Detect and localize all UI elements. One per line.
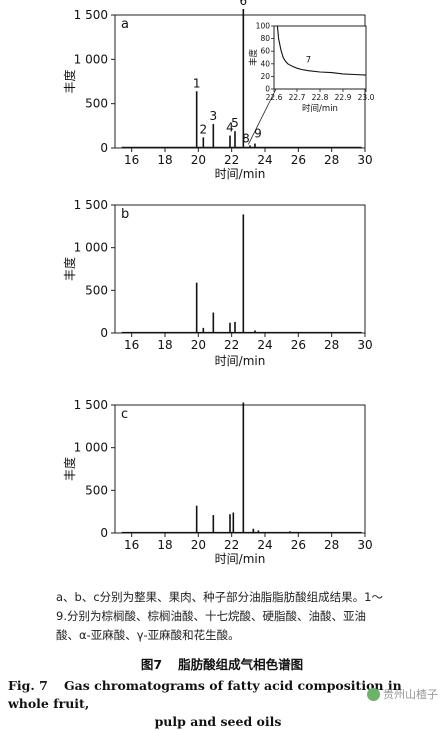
x-tick-label: 22 bbox=[224, 338, 239, 352]
x-tick-label: 18 bbox=[157, 538, 172, 552]
x-tick-label: 26 bbox=[291, 153, 306, 167]
y-tick-label: 1 500 bbox=[74, 198, 108, 212]
x-tick-label: 20 bbox=[191, 338, 206, 352]
watermark-text: 贵州山楂子 bbox=[383, 688, 438, 701]
panel-label: c bbox=[121, 407, 128, 422]
wechat-icon bbox=[367, 687, 380, 701]
x-tick-label: 18 bbox=[157, 338, 172, 352]
inset-y-tick-label: 80 bbox=[260, 34, 270, 43]
figure-title-cn-text: 脂肪酸组成气相色谱图 bbox=[178, 657, 304, 672]
panel-label: b bbox=[121, 207, 129, 222]
inset-peak-label: 7 bbox=[306, 56, 311, 66]
x-tick-label: 26 bbox=[291, 538, 306, 552]
x-axis-label: 时间/min bbox=[215, 167, 266, 181]
inset-connector bbox=[247, 84, 279, 145]
panel-label: a bbox=[121, 17, 129, 32]
inset-chart: 22.6 22.7 22.8 22.9 23.0 0 20 40 60 80 100 时间/min 丰度… bbox=[247, 22, 375, 145]
inset-x-tick-label: 23.0 bbox=[358, 93, 375, 102]
peak-label: 2 bbox=[200, 122, 208, 136]
y-tick-label: 1 000 bbox=[74, 441, 108, 455]
figure-title-en-line2: pulp and seed oils bbox=[154, 714, 282, 729]
x-tick-label: 28 bbox=[324, 338, 339, 352]
x-tick-label: 24 bbox=[257, 338, 272, 352]
peak-label: 1 bbox=[193, 76, 201, 90]
x-tick-label: 30 bbox=[357, 153, 372, 167]
x-tick-label: 24 bbox=[257, 153, 272, 167]
figure-number-cn: 图7 bbox=[140, 657, 163, 672]
peak-label: 9 bbox=[254, 127, 262, 141]
plot-frame bbox=[114, 204, 366, 334]
y-tick-label: 1 000 bbox=[74, 52, 108, 66]
x-tick-label: 22 bbox=[224, 153, 239, 167]
peak-label: 4 bbox=[226, 121, 234, 135]
inset-x-tick-label: 22.8 bbox=[312, 93, 329, 102]
inset-y-tick-label: 60 bbox=[260, 47, 270, 56]
x-tick-label: 30 bbox=[357, 338, 372, 352]
inset-trace bbox=[276, 25, 367, 76]
caption-description: a、b、c分别为整果、果肉、种子部分油脂脂肪酸组成结果。1～9.分别为棕榈酸、棕… bbox=[56, 590, 383, 642]
peak-label: 8 bbox=[242, 131, 250, 145]
figure-number-en: Fig. 7 bbox=[8, 678, 48, 693]
x-tick-label: 28 bbox=[324, 538, 339, 552]
x-tick-label: 30 bbox=[357, 538, 372, 552]
inset-y-tick-label: 20 bbox=[260, 72, 270, 81]
x-axis-label: 时间/min bbox=[215, 552, 266, 566]
x-tick-label: 26 bbox=[291, 338, 306, 352]
inset-x-tick-label: 22.9 bbox=[335, 93, 352, 102]
y-tick-label: 0 bbox=[100, 526, 108, 540]
watermark: 贵州山楂子 bbox=[367, 686, 438, 702]
inset-x-axis-label: 时间/min bbox=[302, 103, 338, 114]
x-tick-label: 16 bbox=[124, 153, 139, 167]
chromatogram-panel-b: 16 18 20 22 24 26 28 30 0 500 1 000 1 500 时间/min 丰度 b bbox=[62, 198, 373, 368]
inset-y-tick-label: 40 bbox=[260, 59, 270, 68]
y-tick-label: 0 bbox=[100, 141, 108, 155]
x-tick-label: 18 bbox=[157, 153, 172, 167]
y-axis-label: 丰度 bbox=[62, 257, 77, 281]
x-tick-label: 16 bbox=[124, 338, 139, 352]
y-axis-label: 丰度 bbox=[62, 457, 77, 481]
figure-title-en-line1: Gas chromatograms of fatty acid composit… bbox=[8, 678, 402, 711]
y-tick-label: 1 000 bbox=[74, 241, 108, 255]
figure-title-cn: 图7 脂肪酸组成气相色谱图 bbox=[0, 654, 444, 673]
inset-y-tick-label: 0 bbox=[265, 85, 270, 94]
peak-label: 5 bbox=[231, 116, 239, 130]
y-tick-label: 1 500 bbox=[74, 8, 108, 22]
y-axis-label: 丰度 bbox=[62, 69, 77, 93]
peak-label: 3 bbox=[210, 109, 218, 123]
y-tick-label: 500 bbox=[85, 97, 108, 111]
inset-x-tick-label: 22.6 bbox=[266, 93, 283, 102]
x-axis-label: 时间/min bbox=[215, 354, 266, 368]
x-tick-label: 22 bbox=[224, 538, 239, 552]
y-tick-label: 500 bbox=[85, 483, 108, 497]
y-tick-label: 1 500 bbox=[74, 398, 108, 412]
y-tick-label: 0 bbox=[100, 326, 108, 340]
inset-x-tick-label: 22.7 bbox=[289, 93, 306, 102]
chromatogram-panel-c: 16 18 20 22 24 26 28 30 0 500 1 000 1 500 时间/min 丰度 c bbox=[62, 398, 373, 566]
x-tick-label: 24 bbox=[257, 538, 272, 552]
peak-label: 6 bbox=[240, 0, 248, 8]
x-tick-label: 28 bbox=[324, 153, 339, 167]
inset-frame bbox=[273, 25, 367, 90]
y-tick-label: 500 bbox=[85, 283, 108, 297]
x-tick-label: 20 bbox=[191, 153, 206, 167]
inset-y-axis-label: 丰度 bbox=[248, 49, 259, 67]
inset-y-tick-label: 100 bbox=[256, 22, 271, 31]
x-tick-label: 16 bbox=[124, 538, 139, 552]
x-tick-label: 20 bbox=[191, 538, 206, 552]
plot-frame bbox=[114, 404, 366, 534]
